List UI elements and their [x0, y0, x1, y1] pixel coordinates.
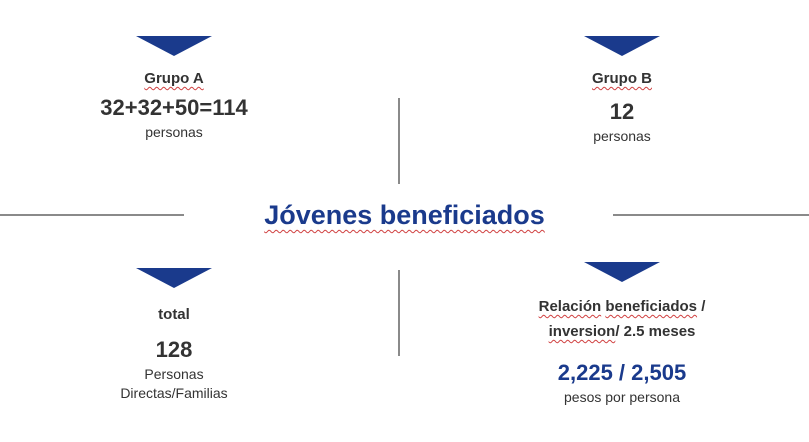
grupo-b-label: Grupo B: [592, 70, 652, 87]
inversion-word: inversion: [548, 323, 616, 340]
grupo-a-value: 32+32+50=114: [100, 95, 248, 120]
title-text: Jóvenes beneficiados: [264, 200, 545, 230]
left-horizontal-divider: [0, 214, 184, 216]
relacion-marker-icon: [584, 262, 660, 282]
relacion-slash: /: [697, 298, 706, 315]
total-unit-line1: Personas: [144, 366, 204, 382]
relacion-unit: pesos por persona: [564, 389, 680, 405]
grupo-b-marker-icon: [584, 36, 660, 56]
meses-text: / 2.5 meses: [615, 323, 696, 340]
total-marker-icon: [136, 268, 212, 288]
grupo-b-block: Grupo B 12 personas: [522, 70, 722, 146]
right-horizontal-divider: [613, 214, 809, 216]
page-title: Jóvenes beneficiados: [0, 200, 809, 231]
bottom-vertical-divider: [398, 270, 400, 356]
grupo-a-block: Grupo A 32+32+50=114 personas: [74, 70, 274, 142]
relacion-label-line1: Relación beneficiados /: [472, 298, 772, 315]
grupo-b-unit: personas: [593, 128, 651, 144]
relacion-word: Relación: [538, 298, 602, 315]
grupo-a-marker-icon: [136, 36, 212, 56]
beneficiados-word: beneficiados: [605, 298, 698, 315]
top-vertical-divider: [398, 98, 400, 184]
total-label: total: [158, 306, 190, 323]
total-value: 128: [155, 337, 193, 362]
relacion-block: Relación beneficiados / inversion/ 2.5 m…: [472, 298, 772, 407]
grupo-a-label: Grupo A: [144, 70, 204, 87]
relacion-label-line2: inversion/ 2.5 meses: [472, 323, 772, 340]
total-block: total 128 Personas Directas/Familias: [74, 306, 274, 403]
grupo-b-value: 12: [609, 99, 635, 124]
grupo-a-unit: personas: [145, 124, 203, 140]
total-unit-line2: Directas/Familias: [120, 385, 228, 401]
relacion-value: 2,225 / 2,505: [557, 360, 687, 385]
